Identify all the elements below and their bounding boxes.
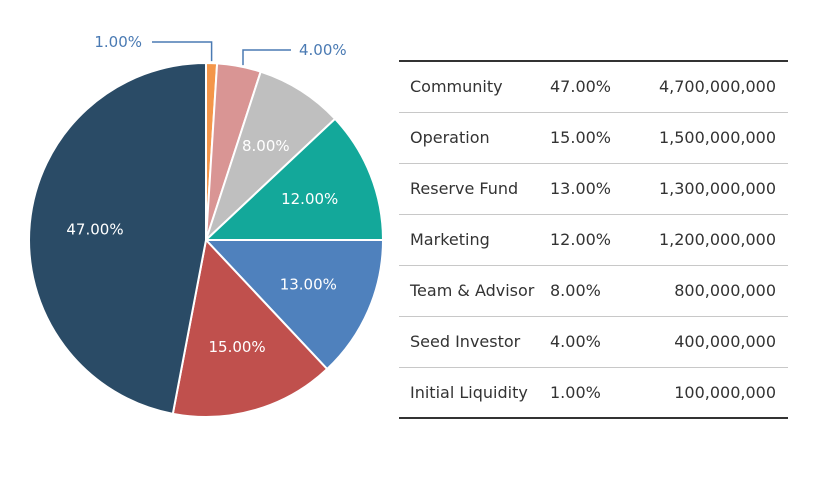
row-name: Team & Advisor xyxy=(399,264,550,316)
pie-slice-team-advisor xyxy=(205,70,337,241)
callout-label-initial-liquidity: 1.00% xyxy=(94,33,142,51)
row-amount: 100,000,000 xyxy=(630,366,788,418)
pie-slices xyxy=(28,62,384,418)
table-row: Community 47.00% 4,700,000,000 xyxy=(399,61,788,112)
callout-label-seed-investor: 4.00% xyxy=(299,41,347,59)
pie-labels: 1.00% 4.00% 8.00% 12.00% 13.00% 15.00% 47.00% xyxy=(66,33,346,356)
row-name: Operation xyxy=(399,111,550,163)
table-row: Reserve Fund 13.00% 1,300,000,000 xyxy=(399,162,788,214)
slice-label-marketing: 12.00% xyxy=(281,190,338,208)
row-percent: 12.00% xyxy=(550,213,630,265)
pie-slice-operation xyxy=(171,239,329,418)
row-name: Initial Liquidity xyxy=(399,366,550,418)
callout-line-initial-liquidity xyxy=(152,41,213,62)
table-row: Team & Advisor 8.00% 800,000,000 xyxy=(399,264,788,316)
row-percent: 47.00% xyxy=(550,77,612,97)
row-amount: 1,500,000,000 xyxy=(630,111,788,163)
row-name: Community xyxy=(410,77,503,97)
pie-slice-reserve-fund xyxy=(205,239,384,371)
pie-slice-marketing xyxy=(205,117,384,241)
row-percent: 8.00% xyxy=(550,264,630,316)
table-row: Seed Investor 4.00% 400,000,000 xyxy=(399,315,788,367)
allocation-table: Community 47.00% 4,700,000,000 Operation… xyxy=(399,60,788,419)
row-percent: 13.00% xyxy=(550,162,630,214)
row-amount: 400,000,000 xyxy=(630,315,788,367)
row-name: Reserve Fund xyxy=(399,162,550,214)
slice-label-team-advisor: 8.00% xyxy=(242,137,290,155)
row-amount: 4,700,000,000 xyxy=(658,77,776,97)
row-name: Seed Investor xyxy=(399,315,550,367)
row-amount: 1,200,000,000 xyxy=(630,213,788,265)
row-percent: 15.00% xyxy=(550,111,630,163)
row-amount: 800,000,000 xyxy=(630,264,788,316)
row-percent: 1.00% xyxy=(550,366,630,418)
callout-line-seed-investor xyxy=(242,49,291,66)
slice-label-operation: 15.00% xyxy=(208,338,265,356)
table-row: Marketing 12.00% 1,200,000,000 xyxy=(399,213,788,265)
allocation-pie-chart: 1.00% 4.00% 8.00% 12.00% 13.00% 15.00% 47.00% xyxy=(28,33,384,418)
slice-label-community: 47.00% xyxy=(66,221,123,239)
table-row: Operation 15.00% 1,500,000,000 xyxy=(399,111,788,163)
slice-label-reserve-fund: 13.00% xyxy=(280,275,337,293)
row-amount: 1,300,000,000 xyxy=(630,162,788,214)
row-name: Marketing xyxy=(399,213,550,265)
row-percent: 4.00% xyxy=(550,315,630,367)
table-row: Initial Liquidity 1.00% 100,000,000 xyxy=(399,366,788,418)
pie-slice-community xyxy=(28,62,207,415)
